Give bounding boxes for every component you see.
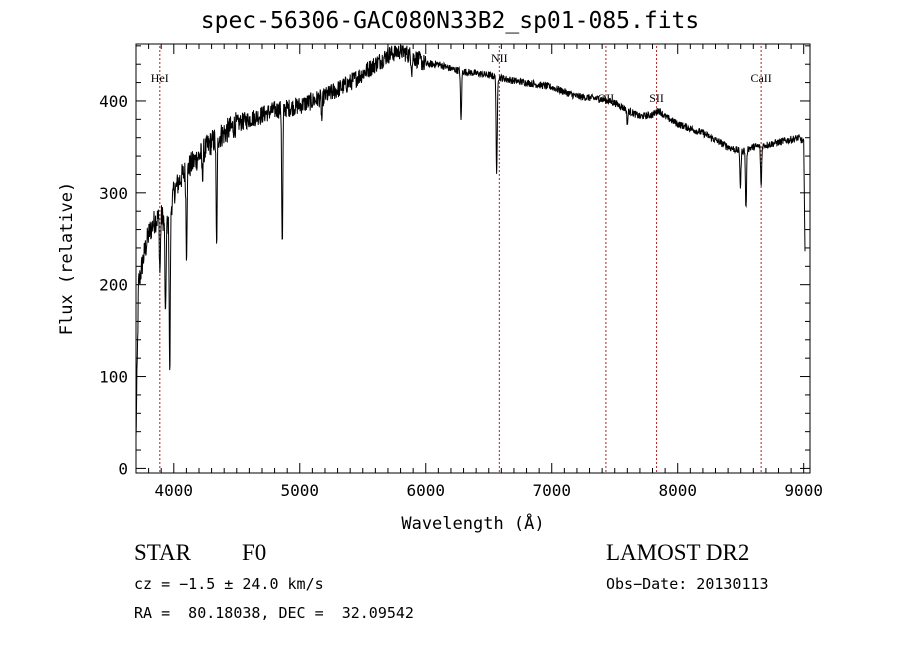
chart-title: spec-56306-GAC080N33B2_sp01-085.fits	[200, 8, 700, 34]
y-tick-label: 400	[99, 92, 128, 111]
spectrum-line	[135, 45, 806, 437]
object-subclass: F0	[242, 540, 267, 565]
x-tick-label: 4000	[155, 481, 194, 500]
y-tick-label: 200	[99, 276, 128, 295]
line-marker-label: HeI	[151, 71, 169, 85]
object-class: STAR	[134, 540, 191, 565]
y-tick-label: 100	[99, 368, 128, 387]
x-axis-label: Wavelength (Å)	[401, 512, 544, 534]
x-tick-label: 5000	[281, 481, 320, 500]
y-axis-label: Flux (relative)	[57, 182, 77, 336]
line-marker-label: SII	[649, 91, 664, 105]
line-marker-label: NII	[491, 51, 508, 65]
y-tick-label: 300	[99, 184, 128, 203]
y-tick-label: 0	[118, 459, 128, 478]
x-tick-label: 9000	[784, 481, 823, 500]
x-tick-label: 6000	[406, 481, 445, 500]
obs-date-text: Obs−Date: 20130113	[606, 575, 769, 593]
redshift-text: cz = −1.5 ± 24.0 km/s	[134, 575, 324, 593]
survey-label: LAMOST DR2	[606, 540, 750, 565]
line-marker-label: CaII	[750, 71, 771, 85]
x-tick-label: 7000	[532, 481, 571, 500]
coordinates-text: RA = 80.18038, DEC = 32.09542	[134, 604, 414, 622]
x-tick-label: 8000	[658, 481, 697, 500]
plot-frame	[135, 43, 811, 474]
